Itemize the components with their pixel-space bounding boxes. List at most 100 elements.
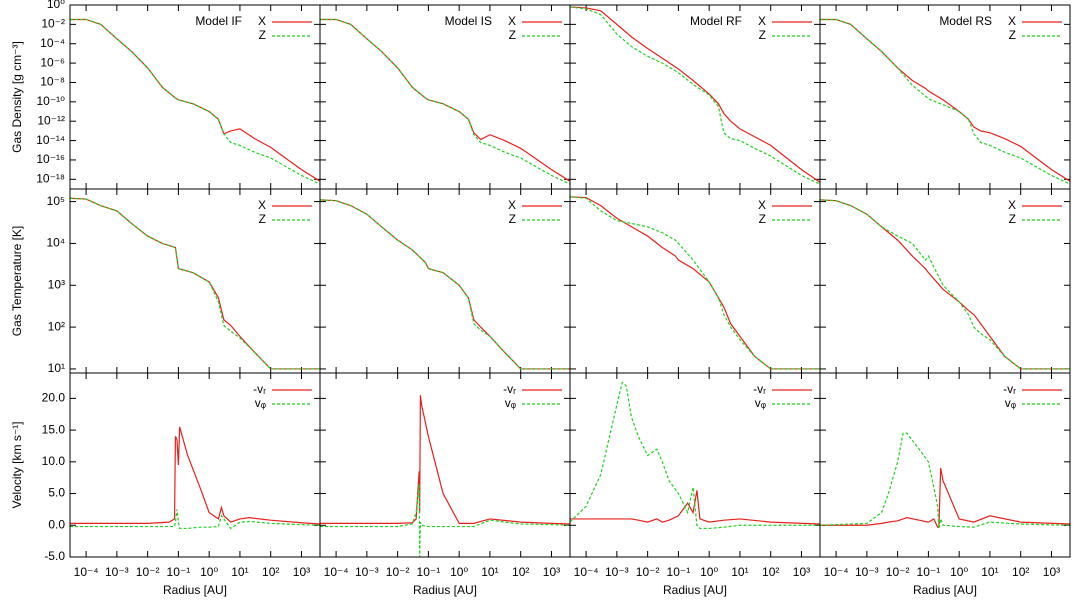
plot-area: [820, 199, 1070, 370]
x-tick-label: 10²: [762, 565, 779, 579]
series-line: [820, 199, 1070, 370]
legend-label: -vᵣ: [1003, 382, 1016, 396]
y-tick-label: 20.0: [42, 391, 66, 405]
plot-area: [70, 18, 320, 185]
legend-label: Z: [259, 28, 266, 42]
series-line: [320, 199, 570, 370]
x-tick-label: 10¹: [981, 565, 998, 579]
series-line: [570, 381, 820, 530]
legend-label: Z: [759, 212, 766, 226]
x-tick-label: 10⁰: [700, 565, 718, 579]
x-tick-label: 10⁻²: [636, 565, 660, 579]
y-axis-label: Gas Temperature [K]: [10, 226, 24, 337]
legend-label: X: [1008, 198, 1016, 212]
x-axis-label: Radius [AU]: [413, 583, 477, 597]
panel-frame: [819, 188, 1071, 374]
y-tick-label: 0.0: [48, 517, 65, 531]
series-line: [820, 18, 1070, 185]
x-tick-label: 10⁻²: [136, 565, 160, 579]
x-tick-label: 10⁻⁴: [824, 565, 849, 579]
panel-title: Model RF: [690, 14, 742, 28]
legend-label: X: [258, 198, 266, 212]
plot-area: [70, 197, 320, 370]
series-line: [570, 196, 820, 370]
series-line: [820, 199, 1070, 370]
legend-label: Z: [1009, 212, 1016, 226]
plot-area: [320, 395, 570, 557]
x-tick-label: 10⁻³: [105, 565, 129, 579]
panel-title: Model IS: [445, 14, 492, 28]
x-tick-label: 10³: [793, 565, 810, 579]
plot-area: [570, 196, 820, 370]
x-tick-label: 10²: [512, 565, 529, 579]
plot-area: [820, 432, 1070, 529]
x-tick-label: 10⁻³: [355, 565, 379, 579]
panel-frame: [819, 4, 1071, 190]
legend-label: Z: [509, 28, 516, 42]
panel-title: Model RS: [939, 14, 992, 28]
panel-frame: [569, 4, 821, 190]
panel-frame: [819, 372, 1071, 558]
x-tick-label: 10⁻²: [886, 565, 910, 579]
x-axis-label: Radius [AU]: [913, 583, 977, 597]
x-tick-label: 10¹: [481, 565, 498, 579]
y-tick-label: 10⁴: [46, 236, 65, 250]
series-line: [320, 199, 570, 370]
legend-label: vᵩ: [1005, 396, 1016, 410]
y-tick-label: 10²: [48, 319, 65, 333]
x-tick-label: 10²: [262, 565, 279, 579]
y-tick-label: 10⁻⁶: [40, 55, 65, 69]
x-tick-label: 10³: [543, 565, 560, 579]
legend-label: vᵩ: [755, 396, 766, 410]
plot-area: [70, 426, 320, 530]
panel-frame: [569, 372, 821, 558]
legend-label: X: [508, 198, 516, 212]
y-tick-label: 10⁻¹⁶: [36, 152, 65, 166]
y-tick-label: 15.0: [42, 422, 66, 436]
y-tick-label: 10⁰: [47, 0, 65, 11]
y-tick-label: 10³: [48, 277, 65, 291]
y-axis-label: Velocity [km s⁻¹]: [10, 421, 24, 508]
series-line: [70, 18, 320, 182]
series-line: [320, 18, 570, 182]
legend-label: Z: [759, 28, 766, 42]
y-tick-label: -5.0: [44, 549, 65, 563]
series-line: [570, 6, 820, 183]
series-line: [570, 6, 820, 185]
legend-label: vᵩ: [255, 396, 266, 410]
panel-frame: [319, 4, 571, 190]
series-line: [820, 468, 1070, 528]
legend-label: Z: [509, 212, 516, 226]
legend-label: X: [758, 198, 766, 212]
x-tick-label: 10⁻⁴: [324, 565, 349, 579]
x-tick-label: 10¹: [731, 565, 748, 579]
y-tick-label: 10⁻¹⁸: [36, 171, 65, 185]
x-tick-label: 10⁻⁴: [74, 565, 99, 579]
panel-frame: [569, 188, 821, 374]
y-tick-label: 10⁻¹⁰: [37, 94, 66, 108]
y-tick-label: 10⁻⁴: [40, 36, 65, 50]
x-tick-label: 10³: [293, 565, 310, 579]
legend-label: -vᵣ: [253, 382, 266, 396]
panel-frame: [69, 4, 321, 190]
y-tick-label: 10⁻²: [41, 17, 65, 31]
plot-area: [570, 381, 820, 530]
series-line: [320, 483, 570, 557]
plot-area: [820, 18, 1070, 185]
y-tick-label: 5.0: [48, 486, 65, 500]
legend-label: X: [508, 14, 516, 28]
x-tick-label: 10¹: [231, 565, 248, 579]
panel-frame: [69, 372, 321, 558]
series-line: [70, 509, 320, 530]
x-tick-label: 10⁻¹: [667, 565, 691, 579]
series-line: [820, 432, 1070, 529]
series-line: [70, 426, 320, 525]
x-tick-label: 10⁻³: [605, 565, 629, 579]
x-tick-label: 10⁰: [950, 565, 968, 579]
series-line: [70, 197, 320, 370]
y-tick-label: 10⁻¹²: [37, 113, 65, 127]
y-tick-label: 10⁵: [47, 194, 65, 208]
x-tick-label: 10⁻⁴: [574, 565, 599, 579]
plot-area: [320, 18, 570, 185]
